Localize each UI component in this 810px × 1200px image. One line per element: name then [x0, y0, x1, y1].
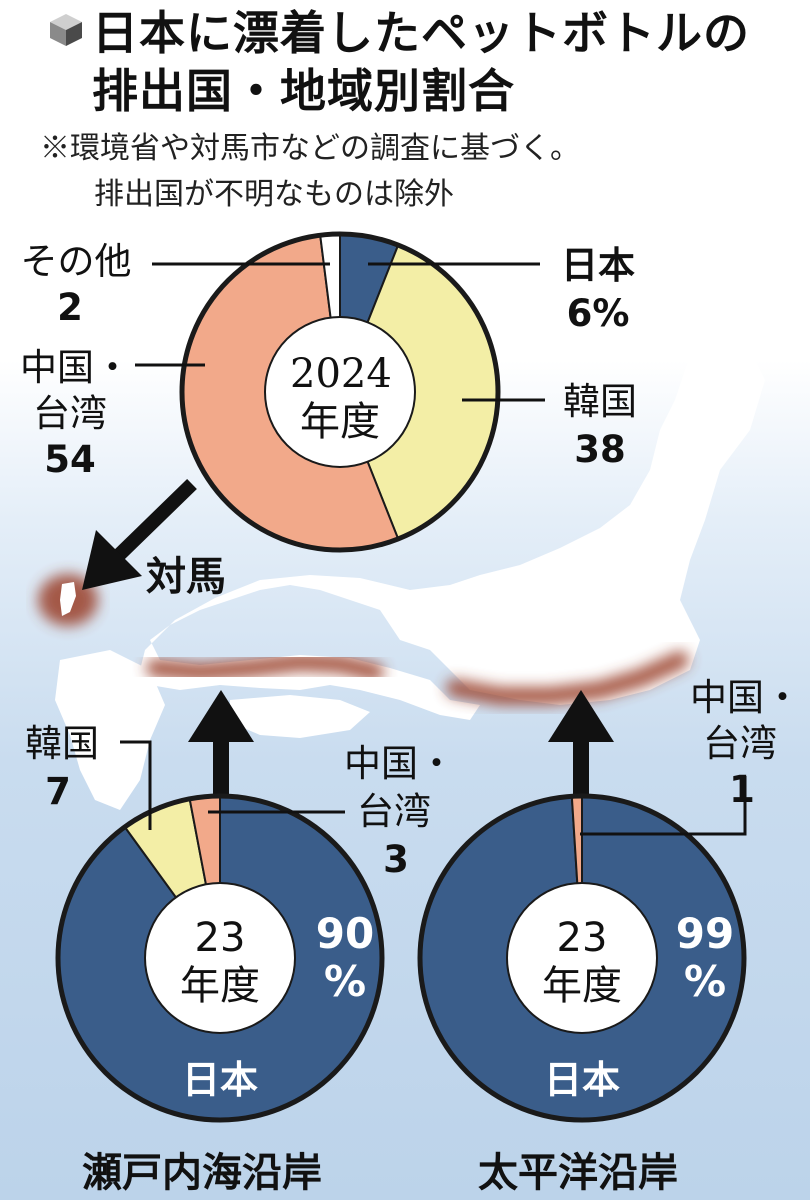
label-japan-top-value: 6% — [566, 292, 630, 335]
label-china-seto-line1: 中国・ — [344, 742, 455, 785]
tsushima-label: 対馬 — [146, 554, 226, 600]
label-china-pacific-line2: 台湾 — [703, 722, 777, 765]
label-other-name: その他 — [20, 240, 132, 283]
label-japan-seto-unit: % — [323, 957, 367, 1006]
pie-tsushima — [179, 231, 501, 553]
leader-china-pacific — [580, 776, 747, 836]
pie-outline-1 — [55, 793, 385, 1123]
page-title: 日本に漂着したペットボトルの 排出国・地域別割合 — [92, 4, 750, 120]
pie-pacific-year: 23 — [556, 915, 608, 961]
note-line-1: ※環境省や対馬市などの調査に基づく。 — [40, 131, 580, 166]
label-japan-pacific-value: 99 — [675, 909, 735, 958]
label-korea-top-value: 38 — [574, 428, 626, 471]
source-note: ※環境省や対馬市などの調査に基づく。 排出国が不明なものは除外 — [40, 126, 580, 218]
label-japan-pacific-unit: % — [683, 957, 727, 1006]
label-japan-top-name: 日本 — [561, 244, 635, 287]
pie-outline-2 — [417, 793, 747, 1123]
pie-pacific-year-suffix: 年度 — [542, 963, 622, 1009]
label-china-top-line2: 台湾 — [33, 392, 107, 435]
label-china-pacific-line1: 中国・ — [690, 676, 801, 719]
leader-korea-seto — [120, 740, 152, 830]
cube-icon — [50, 14, 82, 46]
title-line-2: 排出国・地域別割合 — [92, 64, 515, 118]
label-china-top-line1: 中国・ — [20, 346, 131, 389]
label-china-seto-value: 3 — [383, 838, 409, 881]
label-korea-top-name: 韓国 — [563, 380, 637, 423]
label-korea-seto-name: 韓国 — [25, 722, 99, 765]
pie-hole-1 — [144, 882, 296, 1034]
map-hokkaido — [640, 215, 810, 350]
pie-outline-0 — [179, 231, 501, 553]
map-shikoku — [230, 695, 370, 738]
map-seto-coast — [146, 652, 384, 682]
map-tsushima — [60, 582, 76, 616]
label-japan-seto-name: 日本 — [181, 1058, 258, 1102]
label-japan-pacific-name: 日本 — [543, 1058, 620, 1102]
seto-arrow — [188, 690, 254, 798]
note-line-2: 排出国が不明なものは除外 — [94, 177, 454, 212]
caption-pacific: 太平洋沿岸 — [478, 1150, 678, 1196]
map-honshu — [140, 330, 765, 720]
pacific-arrow — [548, 690, 614, 798]
title-line-1: 日本に漂着したペットボトルの — [92, 6, 750, 60]
map-pacific-coast — [446, 651, 689, 705]
label-china-seto-line2: 台湾 — [357, 790, 431, 833]
pie-seto-year: 23 — [194, 915, 246, 961]
pie-pacific — [417, 793, 747, 1123]
label-japan-seto-value: 90 — [315, 909, 375, 958]
pie-seto — [55, 793, 385, 1123]
pie-seto-year-suffix: 年度 — [180, 963, 260, 1009]
leader-lines — [120, 262, 747, 836]
label-china-pacific-value: 1 — [729, 768, 755, 811]
pie-tsushima-year: 2024 — [290, 351, 392, 397]
label-korea-seto-value: 7 — [45, 770, 71, 813]
map-kyushu — [55, 650, 165, 810]
caption-seto: 瀬戸内海沿岸 — [82, 1150, 322, 1196]
pie-tsushima-year-suffix: 年度 — [300, 399, 380, 445]
pie-hole-2 — [506, 882, 658, 1034]
label-other-value: 2 — [57, 286, 83, 329]
tsushima-arrow — [82, 478, 197, 590]
pie-hole-0 — [264, 316, 416, 468]
label-china-top-value: 54 — [44, 438, 96, 481]
